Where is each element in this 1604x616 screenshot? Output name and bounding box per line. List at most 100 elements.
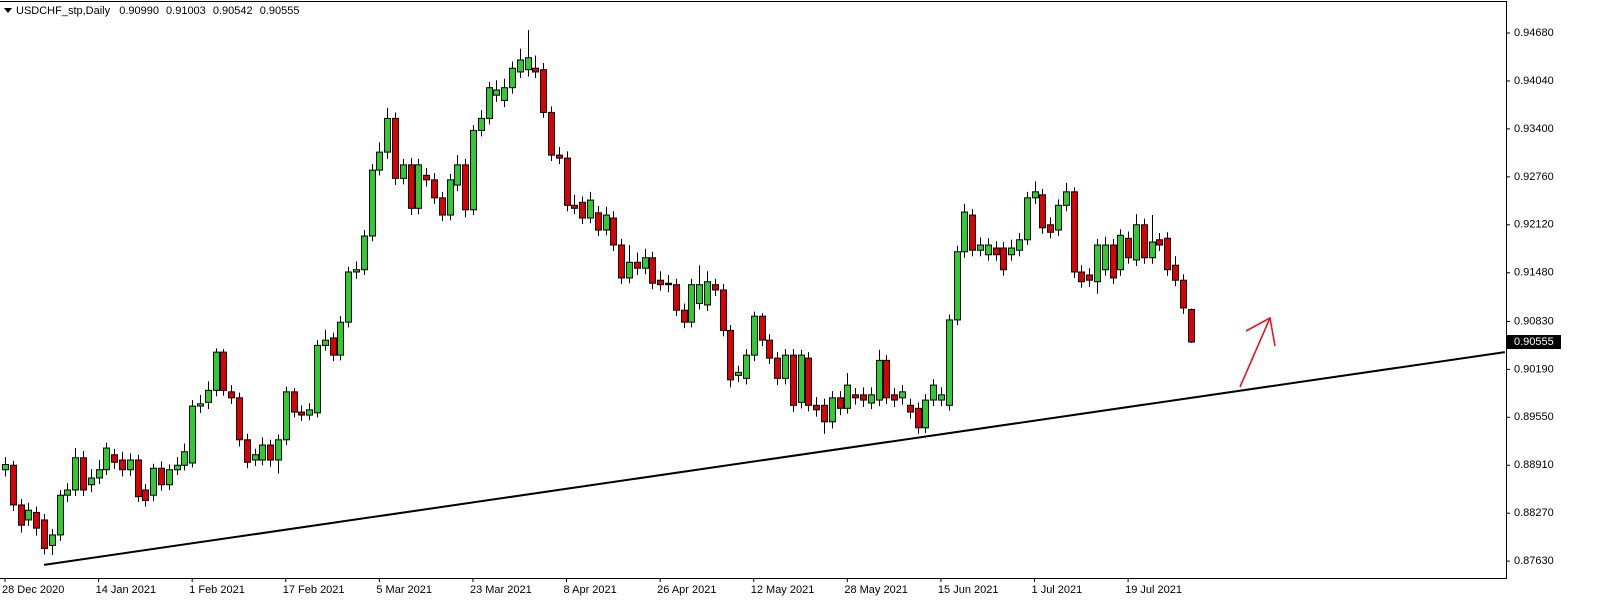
candle-body — [384, 117, 391, 153]
menu-triangle[interactable] — [4, 8, 12, 13]
candle-body — [993, 247, 1000, 256]
candle-body — [595, 212, 602, 231]
candle-body — [1016, 239, 1023, 251]
candle-body — [236, 397, 243, 441]
arrow-shaft — [1239, 317, 1271, 388]
candle-body — [111, 454, 118, 463]
candle-body — [907, 404, 914, 413]
x-tick-label: 28 May 2021 — [844, 584, 908, 596]
y-tick-label: 0.94680 — [1514, 27, 1554, 39]
x-tick-label: 15 Jun 2021 — [938, 584, 999, 596]
candle-body — [41, 519, 48, 549]
candle-body — [556, 154, 563, 159]
candle-body — [712, 284, 719, 291]
candle-body — [462, 164, 469, 211]
candle-body — [883, 359, 890, 399]
candle-body — [1078, 271, 1085, 283]
y-tick-label: 0.90190 — [1514, 363, 1554, 375]
candle-body — [158, 467, 165, 486]
candle-body — [1071, 191, 1078, 273]
candle-body — [181, 451, 188, 466]
candle-body — [610, 217, 617, 246]
x-tick-label: 5 Mar 2021 — [376, 584, 432, 596]
candle-body — [961, 211, 968, 253]
candle-body — [657, 279, 664, 286]
candle-body — [743, 354, 750, 379]
y-tick-label: 0.89550 — [1514, 411, 1554, 423]
y-tick-label: 0.87630 — [1514, 555, 1554, 567]
candle-body — [564, 157, 571, 206]
candle-body — [213, 351, 220, 391]
candle-body — [517, 59, 524, 73]
x-tick-label: 19 Jul 2021 — [1125, 584, 1182, 596]
candle-body — [774, 357, 781, 379]
bar-close: 0.90555 — [260, 5, 300, 17]
candle-body — [228, 391, 235, 399]
candle-body — [548, 111, 555, 156]
candle-body — [408, 164, 415, 209]
candle-body — [501, 87, 508, 101]
candle-body — [267, 444, 274, 461]
candle-body — [400, 164, 407, 179]
x-tick-label: 12 May 2021 — [751, 584, 815, 596]
bar-high: 0.91003 — [166, 5, 206, 17]
candle-body — [314, 344, 321, 414]
y-tick-label: 0.92760 — [1514, 171, 1554, 183]
candle-body — [431, 179, 438, 199]
candle-body — [423, 174, 430, 181]
candle-body — [322, 339, 329, 346]
candle-body — [642, 257, 649, 269]
x-tick-label: 8 Apr 2021 — [564, 584, 617, 596]
candle-body — [57, 494, 64, 536]
candle-body — [844, 384, 851, 409]
candle-body — [2, 464, 9, 471]
candle-body — [306, 409, 313, 416]
candle-body — [1156, 239, 1163, 246]
candle-body — [392, 117, 399, 179]
x-tick-label: 1 Feb 2021 — [189, 584, 245, 596]
candle-body — [704, 281, 711, 306]
candle-body — [1102, 244, 1109, 271]
bar-open: 0.90990 — [119, 5, 159, 17]
candle-body — [915, 407, 922, 429]
candle-body — [127, 459, 134, 471]
candle-body — [852, 394, 859, 399]
candle-body — [540, 69, 547, 113]
candle-body — [782, 354, 789, 379]
candle-body — [64, 489, 71, 496]
candle-body — [649, 257, 656, 284]
candle-body — [876, 359, 883, 401]
y-tick-label: 0.92120 — [1514, 219, 1554, 231]
candle-body — [119, 459, 126, 471]
candle-body — [587, 199, 594, 219]
candle-body — [291, 391, 298, 413]
chart-header: USDCHF_stp,Daily 0.90990 0.91003 0.90542… — [16, 5, 299, 17]
candle-body — [798, 354, 805, 403]
price-marker — [1507, 335, 1561, 350]
candle-body — [899, 391, 906, 399]
candle-body — [369, 169, 376, 237]
candle-body — [1008, 247, 1015, 256]
candle-body — [220, 351, 227, 391]
candle-body — [376, 151, 383, 171]
y-tick-label: 0.94040 — [1514, 75, 1554, 87]
candle-body — [1172, 264, 1179, 281]
candle-body — [759, 315, 766, 341]
y-tick-label: 0.91480 — [1514, 267, 1554, 279]
candle-body — [298, 411, 305, 416]
candle-body — [72, 457, 79, 491]
candle-body — [673, 284, 680, 311]
candle-body — [150, 467, 157, 496]
candle-body — [345, 271, 352, 323]
candle-body — [197, 403, 204, 407]
candle-body — [353, 269, 360, 273]
candle-body — [493, 89, 500, 96]
candle-body — [860, 394, 867, 401]
candle-body — [135, 459, 142, 498]
candle-body — [1133, 224, 1140, 261]
candle-body — [930, 384, 937, 401]
candle-body — [103, 447, 110, 471]
candle-body — [720, 289, 727, 331]
